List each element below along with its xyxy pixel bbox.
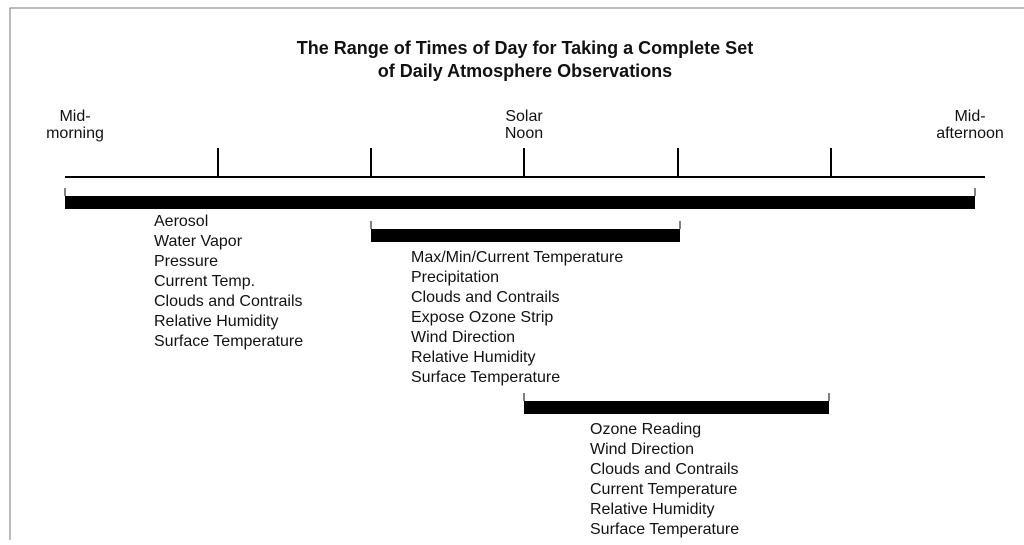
axis-ticks [217, 148, 832, 177]
observation-item: Wind Direction [590, 441, 694, 458]
observation-item: Relative Humidity [590, 501, 714, 518]
time-label: Solar [505, 108, 543, 125]
time-label: Mid- [954, 108, 985, 125]
observation-item: Relative Humidity [154, 313, 278, 330]
observation-item: Relative Humidity [411, 349, 535, 366]
observation-item: Water Vapor [154, 233, 243, 250]
time-label: morning [46, 125, 104, 142]
time-label: Mid- [59, 108, 90, 125]
range-bars [64, 188, 976, 414]
observation-item: Surface Temperature [590, 521, 739, 538]
frame [9, 7, 1024, 545]
title-line: The Range of Times of Day for Taking a C… [297, 38, 753, 58]
time-label: afternoon [936, 125, 1004, 142]
observation-item: Current Temperature [590, 481, 737, 498]
observation-item: Precipitation [411, 269, 499, 286]
observation-item: Surface Temperature [154, 333, 303, 350]
observation-item: Wind Direction [411, 329, 515, 346]
observation-item: Expose Ozone Strip [411, 309, 553, 326]
observation-item: Aerosol [154, 213, 208, 230]
observation-item: Clouds and Contrails [590, 461, 739, 478]
observation-item: Ozone Reading [590, 421, 701, 438]
observation-item: Current Temp. [154, 273, 255, 290]
time-label: Noon [505, 125, 543, 142]
observation-item: Max/Min/Current Temperature [411, 249, 623, 266]
observation-item: Clouds and Contrails [411, 289, 560, 306]
observation-item: Surface Temperature [411, 369, 560, 386]
observation-item: Pressure [154, 253, 218, 270]
observation-item: Clouds and Contrails [154, 293, 303, 310]
title-line: of Daily Atmosphere Observations [378, 61, 672, 81]
